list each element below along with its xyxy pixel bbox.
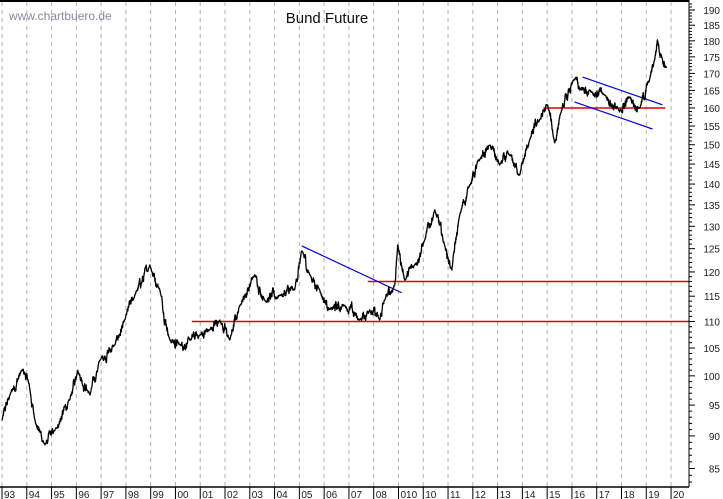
y-tick-label: 85 xyxy=(709,464,721,475)
y-tick-label: 150 xyxy=(703,141,720,152)
x-tick-label: 00 xyxy=(177,490,189,499)
x-tick-label: 20 xyxy=(673,490,685,499)
trend-channel-line xyxy=(582,76,663,106)
x-tick-label: 15 xyxy=(549,490,561,499)
x-tick-label: 97 xyxy=(103,490,115,499)
x-tick-label: 95 xyxy=(54,490,66,499)
price-series-line xyxy=(1,39,668,446)
x-tick-label: 17 xyxy=(599,490,611,499)
y-tick-label: 90 xyxy=(709,432,721,443)
y-tick-label: 160 xyxy=(703,104,720,115)
x-tick-label: 05 xyxy=(301,490,313,499)
annotation-lines xyxy=(191,76,689,323)
x-tick-label: 11 xyxy=(450,490,461,499)
x-tick-label: 16 xyxy=(574,490,586,499)
x-tick-label: 03 xyxy=(252,490,264,499)
y-tick-label: 95 xyxy=(709,401,721,412)
x-tick-label: 08 xyxy=(376,490,388,499)
y-tick-label: 120 xyxy=(703,268,720,279)
y-tick-label: 140 xyxy=(703,180,720,191)
x-tick-label: 10 xyxy=(425,490,437,499)
y-tick-label: 135 xyxy=(703,201,720,212)
y-tick-label: 190 xyxy=(703,6,720,17)
x-tick-label: 12 xyxy=(475,490,487,499)
x-tick-label: 06 xyxy=(326,490,338,499)
y-tick-label: 185 xyxy=(703,21,720,32)
x-tick-label: 99 xyxy=(153,490,165,499)
y-tick-label: 175 xyxy=(703,53,720,64)
y-tick-label: 130 xyxy=(703,222,720,233)
x-tick-label: 19 xyxy=(648,490,660,499)
x-tick-label: 07 xyxy=(351,490,363,499)
x-tick-label: 98 xyxy=(128,490,140,499)
x-tick-label: 14 xyxy=(524,490,536,499)
x-tick-label: 02 xyxy=(227,490,239,499)
y-tick-label: 155 xyxy=(703,122,720,133)
x-tick-label: 93 xyxy=(4,490,16,499)
x-tick-label: 18 xyxy=(624,490,636,499)
y-tick-label: 170 xyxy=(703,69,720,80)
x-tick-label: 04 xyxy=(277,490,289,499)
y-tick-label: 110 xyxy=(704,318,720,329)
y-tick-label: 125 xyxy=(703,245,720,256)
grid-lines xyxy=(1,2,672,487)
y-tick-label: 165 xyxy=(703,86,720,97)
trend-channel-line xyxy=(301,245,402,294)
y-tick-label: 180 xyxy=(703,37,720,48)
trend-channel-line xyxy=(574,101,653,130)
x-tick-label: 96 xyxy=(78,490,90,499)
y-tick-label: 105 xyxy=(703,344,720,355)
y-tick-label: 115 xyxy=(704,292,720,303)
watermark: www.chartbuero.de xyxy=(8,9,112,23)
y-tick-label: 100 xyxy=(703,372,720,383)
x-tick-label: 010 xyxy=(400,490,417,499)
x-tick-label: 01 xyxy=(202,490,214,499)
chart-title: Bund Future xyxy=(286,10,369,27)
x-tick-label: 13 xyxy=(500,490,512,499)
x-tick-label: 94 xyxy=(29,490,41,499)
y-tick-label: 145 xyxy=(703,160,720,171)
